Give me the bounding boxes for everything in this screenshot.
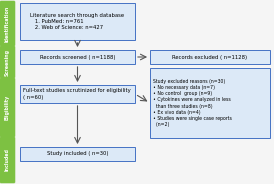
Text: Records excluded ( n=1128): Records excluded ( n=1128)	[172, 54, 248, 59]
Text: Eligibility: Eligibility	[5, 95, 10, 120]
FancyBboxPatch shape	[0, 137, 15, 183]
FancyBboxPatch shape	[0, 78, 15, 137]
FancyBboxPatch shape	[20, 85, 135, 103]
FancyBboxPatch shape	[0, 46, 15, 78]
Text: Full-text studies scrutinized for eligibility
( n=60): Full-text studies scrutinized for eligib…	[23, 88, 131, 100]
Text: Study excluded reasons (n=30)
• No necessary data (n=7)
• No control  group (n=9: Study excluded reasons (n=30) • No neces…	[153, 79, 232, 127]
FancyBboxPatch shape	[0, 1, 15, 46]
Text: Screening: Screening	[5, 49, 10, 75]
Text: Study included ( n=30): Study included ( n=30)	[47, 151, 108, 157]
FancyBboxPatch shape	[20, 147, 135, 161]
FancyBboxPatch shape	[20, 50, 135, 64]
FancyBboxPatch shape	[20, 3, 135, 40]
Text: Records screened ( n=1188): Records screened ( n=1188)	[40, 54, 115, 59]
Text: Literature search through database
   1. PubMed: n=761
   2. Web of Science: n=4: Literature search through database 1. Pu…	[30, 13, 125, 30]
FancyBboxPatch shape	[150, 50, 270, 64]
Text: Identification: Identification	[5, 5, 10, 42]
FancyBboxPatch shape	[150, 68, 270, 138]
Text: Included: Included	[5, 148, 10, 171]
